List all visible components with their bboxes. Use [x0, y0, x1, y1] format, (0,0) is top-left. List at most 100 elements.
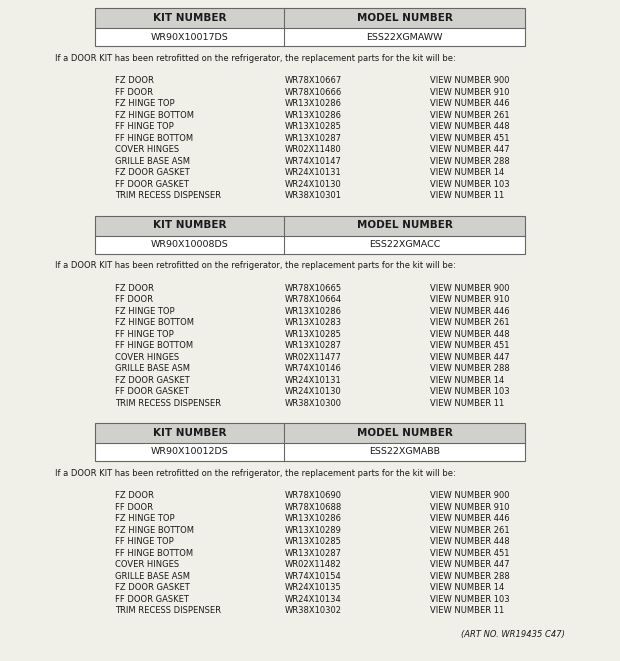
- Text: WR78X10688: WR78X10688: [285, 503, 342, 512]
- Text: MODEL NUMBER: MODEL NUMBER: [356, 428, 453, 438]
- Text: FZ HINGE TOP: FZ HINGE TOP: [115, 514, 175, 524]
- Text: WR74X10146: WR74X10146: [285, 364, 342, 373]
- Text: WR90X10008DS: WR90X10008DS: [151, 240, 229, 249]
- Text: VIEW NUMBER 451: VIEW NUMBER 451: [430, 134, 510, 143]
- Text: VIEW NUMBER 910: VIEW NUMBER 910: [430, 503, 510, 512]
- Text: WR13X10283: WR13X10283: [285, 318, 342, 327]
- Text: VIEW NUMBER 446: VIEW NUMBER 446: [430, 514, 510, 524]
- Text: KIT NUMBER: KIT NUMBER: [153, 428, 226, 438]
- Text: VIEW NUMBER 447: VIEW NUMBER 447: [430, 353, 510, 362]
- Bar: [95, 215, 525, 254]
- Text: FZ DOOR GASKET: FZ DOOR GASKET: [115, 169, 190, 177]
- Text: VIEW NUMBER 288: VIEW NUMBER 288: [430, 364, 510, 373]
- Bar: [95, 423, 525, 443]
- Text: FF HINGE TOP: FF HINGE TOP: [115, 330, 174, 338]
- Text: VIEW NUMBER 288: VIEW NUMBER 288: [430, 157, 510, 166]
- Text: FZ DOOR GASKET: FZ DOOR GASKET: [115, 583, 190, 592]
- Text: FZ HINGE TOP: FZ HINGE TOP: [115, 307, 175, 316]
- Text: If a DOOR KIT has been retrofitted on the refrigerator, the replacement parts fo: If a DOOR KIT has been retrofitted on th…: [55, 469, 456, 478]
- Text: WR24X10130: WR24X10130: [285, 387, 342, 396]
- Text: MODEL NUMBER: MODEL NUMBER: [356, 221, 453, 231]
- Text: WR13X10287: WR13X10287: [285, 341, 342, 350]
- Text: VIEW NUMBER 446: VIEW NUMBER 446: [430, 307, 510, 316]
- Text: WR24X10130: WR24X10130: [285, 180, 342, 189]
- Text: VIEW NUMBER 11: VIEW NUMBER 11: [430, 191, 504, 200]
- Text: VIEW NUMBER 446: VIEW NUMBER 446: [430, 99, 510, 108]
- Text: KIT NUMBER: KIT NUMBER: [153, 221, 226, 231]
- Text: ESS22XGMAWW: ESS22XGMAWW: [366, 32, 443, 42]
- Text: VIEW NUMBER 14: VIEW NUMBER 14: [430, 583, 504, 592]
- Text: WR38X10302: WR38X10302: [285, 606, 342, 615]
- Bar: [95, 215, 525, 235]
- Text: ESS22XGMACC: ESS22XGMACC: [369, 240, 440, 249]
- Text: FZ DOOR: FZ DOOR: [115, 76, 154, 85]
- Text: KIT NUMBER: KIT NUMBER: [153, 13, 226, 23]
- Bar: [95, 28, 525, 46]
- Text: FF DOOR GASKET: FF DOOR GASKET: [115, 387, 189, 396]
- Text: COVER HINGES: COVER HINGES: [115, 145, 179, 154]
- Bar: [95, 423, 525, 461]
- Text: FZ DOOR: FZ DOOR: [115, 284, 154, 293]
- Text: WR78X10666: WR78X10666: [285, 88, 342, 97]
- Text: VIEW NUMBER 910: VIEW NUMBER 910: [430, 295, 510, 304]
- Text: VIEW NUMBER 451: VIEW NUMBER 451: [430, 549, 510, 558]
- Text: (ART NO. WR19435 C47): (ART NO. WR19435 C47): [461, 631, 565, 639]
- Text: FF HINGE TOP: FF HINGE TOP: [115, 537, 174, 546]
- Text: MODEL NUMBER: MODEL NUMBER: [356, 13, 453, 23]
- Text: VIEW NUMBER 448: VIEW NUMBER 448: [430, 537, 510, 546]
- Text: WR13X10286: WR13X10286: [285, 307, 342, 316]
- Text: COVER HINGES: COVER HINGES: [115, 353, 179, 362]
- Text: FF DOOR: FF DOOR: [115, 88, 153, 97]
- Text: GRILLE BASE ASM: GRILLE BASE ASM: [115, 157, 190, 166]
- Text: WR74X10147: WR74X10147: [285, 157, 342, 166]
- Text: WR78X10665: WR78X10665: [285, 284, 342, 293]
- Text: WR02X11480: WR02X11480: [285, 145, 342, 154]
- Bar: [95, 235, 525, 254]
- Text: WR24X10134: WR24X10134: [285, 595, 342, 603]
- Bar: [95, 8, 525, 46]
- Text: VIEW NUMBER 910: VIEW NUMBER 910: [430, 88, 510, 97]
- Text: WR13X10285: WR13X10285: [285, 330, 342, 338]
- Text: WR13X10286: WR13X10286: [285, 111, 342, 120]
- Text: VIEW NUMBER 448: VIEW NUMBER 448: [430, 122, 510, 132]
- Text: VIEW NUMBER 900: VIEW NUMBER 900: [430, 76, 510, 85]
- Text: GRILLE BASE ASM: GRILLE BASE ASM: [115, 364, 190, 373]
- Text: WR13X10286: WR13X10286: [285, 99, 342, 108]
- Text: WR90X10017DS: WR90X10017DS: [151, 32, 229, 42]
- Text: VIEW NUMBER 11: VIEW NUMBER 11: [430, 399, 504, 408]
- Text: GRILLE BASE ASM: GRILLE BASE ASM: [115, 572, 190, 581]
- Text: VIEW NUMBER 447: VIEW NUMBER 447: [430, 145, 510, 154]
- Text: WR78X10664: WR78X10664: [285, 295, 342, 304]
- Text: FF DOOR: FF DOOR: [115, 503, 153, 512]
- Text: VIEW NUMBER 288: VIEW NUMBER 288: [430, 572, 510, 581]
- Text: VIEW NUMBER 103: VIEW NUMBER 103: [430, 180, 510, 189]
- Text: TRIM RECESS DISPENSER: TRIM RECESS DISPENSER: [115, 606, 221, 615]
- Text: ESS22XGMABB: ESS22XGMABB: [369, 447, 440, 457]
- Text: FZ DOOR: FZ DOOR: [115, 491, 154, 500]
- Text: If a DOOR KIT has been retrofitted on the refrigerator, the replacement parts fo: If a DOOR KIT has been retrofitted on th…: [55, 262, 456, 270]
- Text: WR24X10135: WR24X10135: [285, 583, 342, 592]
- Text: WR13X10285: WR13X10285: [285, 122, 342, 132]
- Text: FF DOOR GASKET: FF DOOR GASKET: [115, 595, 189, 603]
- Text: WR02X11482: WR02X11482: [285, 561, 342, 569]
- Text: WR38X10300: WR38X10300: [285, 399, 342, 408]
- Text: WR13X10287: WR13X10287: [285, 134, 342, 143]
- Text: WR13X10286: WR13X10286: [285, 514, 342, 524]
- Text: FZ DOOR GASKET: FZ DOOR GASKET: [115, 375, 190, 385]
- Text: WR78X10690: WR78X10690: [285, 491, 342, 500]
- Text: TRIM RECESS DISPENSER: TRIM RECESS DISPENSER: [115, 191, 221, 200]
- Text: FF HINGE BOTTOM: FF HINGE BOTTOM: [115, 341, 193, 350]
- Text: VIEW NUMBER 900: VIEW NUMBER 900: [430, 284, 510, 293]
- Text: FF DOOR: FF DOOR: [115, 295, 153, 304]
- Text: FZ HINGE TOP: FZ HINGE TOP: [115, 99, 175, 108]
- Text: TRIM RECESS DISPENSER: TRIM RECESS DISPENSER: [115, 399, 221, 408]
- Text: WR13X10287: WR13X10287: [285, 549, 342, 558]
- Text: WR02X11477: WR02X11477: [285, 353, 342, 362]
- Text: FF HINGE BOTTOM: FF HINGE BOTTOM: [115, 549, 193, 558]
- Text: VIEW NUMBER 261: VIEW NUMBER 261: [430, 525, 510, 535]
- Text: WR90X10012DS: WR90X10012DS: [151, 447, 229, 457]
- Text: WR74X10154: WR74X10154: [285, 572, 342, 581]
- Text: VIEW NUMBER 447: VIEW NUMBER 447: [430, 561, 510, 569]
- Text: COVER HINGES: COVER HINGES: [115, 561, 179, 569]
- Text: WR24X10131: WR24X10131: [285, 375, 342, 385]
